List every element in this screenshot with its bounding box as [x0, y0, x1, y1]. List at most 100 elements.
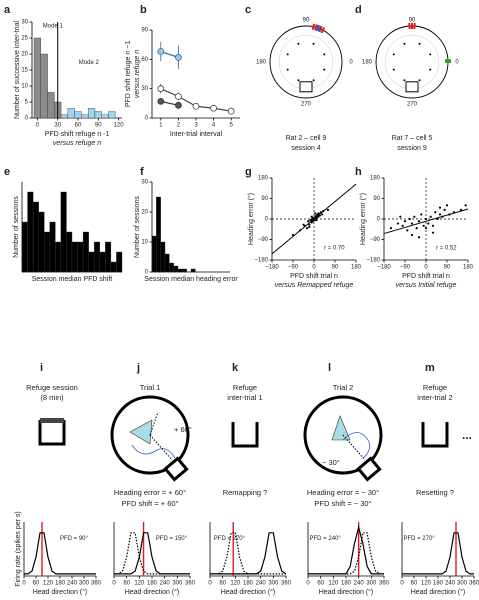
hole: [392, 68, 395, 71]
y-tick-label: 90: [261, 196, 268, 202]
bar: [81, 114, 89, 119]
panel-label: b: [140, 4, 147, 16]
trajectory: [131, 444, 176, 459]
y-tick-label: 0: [145, 270, 149, 276]
x-tick-label: 60: [33, 581, 40, 587]
x-tick-label: 240: [445, 581, 456, 587]
x-tick-label: 180: [341, 581, 352, 587]
angle-label: 90: [409, 18, 416, 24]
series-line: [402, 532, 474, 575]
point: [326, 208, 330, 211]
inner-ring: [384, 34, 440, 90]
title: Refuge: [233, 383, 257, 392]
point: [438, 206, 442, 209]
point: [417, 220, 421, 223]
point: [420, 213, 423, 216]
point: [174, 93, 182, 100]
result: Heading error = + 60°: [114, 488, 186, 497]
x-tick-label: 0: [306, 581, 310, 587]
heading-cone: [129, 419, 153, 445]
x-tick-label: 0: [400, 581, 404, 587]
x-tick-label: 120: [134, 581, 145, 587]
y-tick-label: 60: [141, 57, 148, 63]
bar: [82, 231, 89, 273]
hole: [403, 79, 406, 82]
panel-label: h: [355, 166, 362, 178]
bar: [190, 268, 196, 273]
bar: [87, 108, 96, 119]
y-tick-label: 20: [141, 210, 148, 216]
y-tick-label: 0: [145, 116, 149, 122]
x-tick-label: 120: [421, 581, 432, 587]
annotation: Mode 2: [79, 60, 100, 66]
x-tick-label: 300: [366, 581, 377, 587]
bar: [182, 268, 187, 273]
x-axis-label: PFD shift trial n: [402, 273, 450, 280]
hole: [312, 42, 315, 45]
result: Remapping ?: [223, 488, 268, 497]
point: [157, 85, 165, 93]
x-axis-label: Inter-trial interval: [170, 131, 223, 138]
x-tick-label: 180: [147, 581, 158, 587]
point: [429, 215, 432, 218]
schematic: Refuge session (8 min) Trial 1 + 60° Hea…: [26, 383, 472, 508]
refuge: [38, 420, 66, 446]
x-tick-label: 180: [351, 265, 362, 271]
series-line: [210, 532, 286, 575]
series-line: [24, 532, 96, 575]
x-tick-label: 300: [79, 581, 90, 587]
x-tick-label: 5: [230, 123, 234, 129]
x-tick-label: 0: [22, 581, 26, 587]
annotation: r = 0.52: [436, 245, 457, 251]
hole: [429, 53, 432, 56]
point: [415, 227, 418, 230]
hole: [418, 42, 421, 45]
x-tick-label: 90: [95, 123, 102, 129]
refuge: [163, 456, 189, 482]
y-tick-label: 5: [25, 100, 29, 106]
y-axis-label: Number of sessions: [13, 196, 20, 258]
y-tick-label: −90: [370, 237, 381, 243]
fit-line: [383, 208, 469, 235]
arena: [110, 395, 190, 475]
point: [157, 48, 165, 55]
bar: [77, 241, 84, 273]
angle-label: 180: [256, 60, 267, 66]
bar: [99, 251, 106, 273]
bar: [173, 265, 179, 273]
point: [431, 224, 435, 227]
point: [464, 204, 467, 207]
x-tick-label: 240: [256, 581, 267, 587]
bar: [156, 196, 161, 273]
y-tick-label: 180: [258, 176, 269, 182]
point: [403, 220, 407, 223]
y-axis-label: PFD shift refuge n −1: [125, 41, 132, 107]
angle-label: + 60°: [174, 425, 192, 434]
point: [305, 227, 309, 230]
point: [308, 223, 311, 226]
point: [410, 233, 414, 237]
y-axis-label: versus refuge n: [134, 50, 141, 98]
y-axis-label: Heading error (°): [247, 193, 255, 245]
point: [424, 217, 428, 221]
x-tick-label: 60: [317, 581, 324, 587]
polar-frame: [269, 25, 343, 99]
point: [210, 104, 218, 112]
title: Refuge: [423, 383, 447, 392]
bar: [164, 253, 170, 273]
y-tick-label: −90: [258, 237, 269, 243]
x-axis-label: Session median PFD shift: [32, 276, 113, 283]
point: [227, 107, 235, 115]
x-tick-label: 300: [172, 581, 183, 587]
point: [389, 227, 393, 230]
y-tick-label: 10: [21, 84, 28, 90]
point: [192, 102, 200, 110]
spike-mark: [314, 24, 318, 31]
x-tick-label: 120: [114, 123, 125, 129]
x-tick-label: 90: [444, 265, 451, 271]
point: [157, 97, 165, 105]
hole: [392, 53, 395, 56]
annotation: PFD = 240°: [310, 536, 342, 542]
annotation: PFD = 270°: [403, 536, 435, 542]
x-tick-label: 3: [194, 123, 198, 129]
